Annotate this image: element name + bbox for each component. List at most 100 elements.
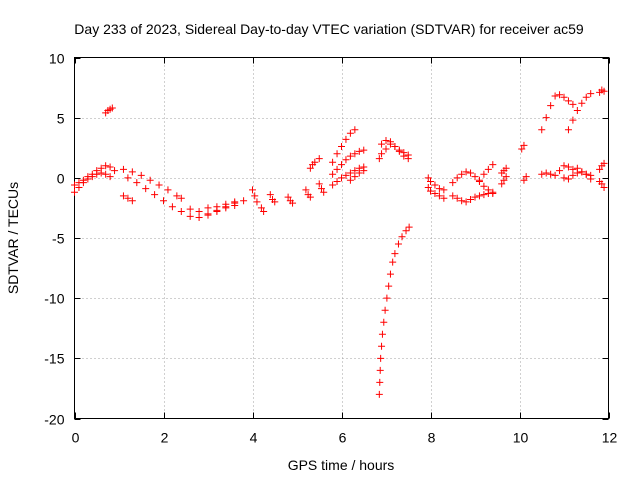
x-tick-label: 2 — [161, 430, 169, 446]
data-point — [351, 150, 359, 158]
data-point — [475, 176, 483, 184]
y-tick-label: -15 — [44, 351, 64, 367]
data-point — [93, 170, 101, 178]
data-point — [427, 177, 434, 185]
data-point — [435, 192, 443, 200]
series-arc-19 — [346, 167, 368, 184]
series-arc-13 — [302, 186, 314, 201]
data-point — [128, 168, 136, 176]
data-point — [542, 169, 550, 177]
axis-ticks — [74, 57, 610, 420]
data-point — [542, 114, 550, 122]
data-point — [342, 156, 350, 164]
data-point — [306, 164, 314, 172]
data-point — [355, 169, 363, 177]
x-tick-labels: 0 2 4 6 8 10 12 — [72, 430, 618, 446]
chart-title: Day 233 of 2023, Sidereal Day-to-day VTE… — [74, 21, 584, 37]
data-point — [168, 203, 176, 211]
data-point — [213, 206, 221, 214]
data-point — [315, 155, 323, 163]
series-arc-17 — [329, 146, 368, 178]
series-arc-4 — [119, 192, 136, 205]
y-tick-label: 5 — [57, 111, 65, 127]
data-point — [378, 140, 386, 148]
data-point — [88, 173, 96, 181]
data-point — [395, 147, 403, 155]
data-point — [489, 161, 497, 169]
data-point — [119, 165, 127, 173]
data-point — [84, 175, 92, 183]
series-arc-15 — [315, 180, 328, 196]
data-point — [376, 366, 384, 374]
data-point — [538, 170, 546, 178]
data-point — [289, 199, 297, 207]
data-point — [502, 173, 510, 181]
data-point — [424, 183, 432, 191]
data-point — [435, 185, 443, 193]
data-point — [556, 91, 564, 99]
data-point — [467, 169, 475, 177]
data-point — [378, 330, 386, 338]
data-point — [471, 193, 479, 201]
data-point — [315, 180, 323, 188]
data-point — [71, 181, 78, 189]
data-point — [360, 167, 368, 175]
data-point — [489, 188, 497, 196]
data-point — [471, 173, 479, 181]
data-point — [573, 169, 581, 177]
data-point — [598, 180, 606, 188]
data-point — [346, 129, 354, 137]
data-point — [155, 181, 163, 189]
data-point — [458, 197, 466, 205]
series-arc-12 — [284, 193, 297, 207]
data-point — [500, 176, 508, 184]
data-point — [351, 167, 359, 175]
data-point — [400, 152, 408, 160]
series-arc-18 — [329, 163, 368, 189]
series-arc-26 — [449, 188, 497, 206]
data-point — [204, 204, 212, 212]
data-point — [160, 197, 167, 205]
data-point — [346, 176, 354, 184]
data-point — [385, 282, 393, 290]
data-point — [502, 164, 510, 172]
data-point — [480, 170, 488, 178]
series-arc-35 — [560, 168, 595, 183]
data-point — [453, 194, 461, 202]
data-point — [386, 138, 394, 146]
data-point — [582, 170, 590, 178]
data-point — [389, 258, 397, 266]
data-point — [177, 194, 185, 202]
data-point — [124, 194, 132, 202]
data-point — [458, 170, 466, 178]
data-point — [142, 185, 150, 193]
data-point — [302, 186, 310, 194]
series-arc-14 — [306, 155, 323, 172]
data-point — [475, 192, 483, 200]
y-axis-label: SDTVAR / TECUs — [5, 182, 21, 294]
series-arc-10 — [249, 186, 268, 216]
data-point — [440, 186, 448, 194]
data-point — [547, 102, 555, 110]
data-point — [569, 116, 577, 124]
data-point — [391, 250, 399, 258]
data-point — [240, 197, 248, 205]
data-point — [424, 174, 432, 182]
data-point — [338, 161, 345, 169]
series-arc-33 — [564, 90, 595, 134]
data-point — [186, 205, 194, 213]
series-arc-25 — [449, 168, 497, 197]
data-point — [375, 155, 383, 163]
series-arc-24 — [424, 183, 448, 202]
data-point — [520, 176, 528, 184]
data-point — [484, 165, 492, 173]
data-point — [402, 227, 410, 235]
data-point — [587, 175, 595, 183]
data-point — [398, 233, 406, 241]
x-tick-label: 4 — [250, 430, 258, 446]
data-point — [520, 141, 528, 149]
data-point — [381, 306, 389, 314]
series-arc-11 — [266, 191, 279, 206]
